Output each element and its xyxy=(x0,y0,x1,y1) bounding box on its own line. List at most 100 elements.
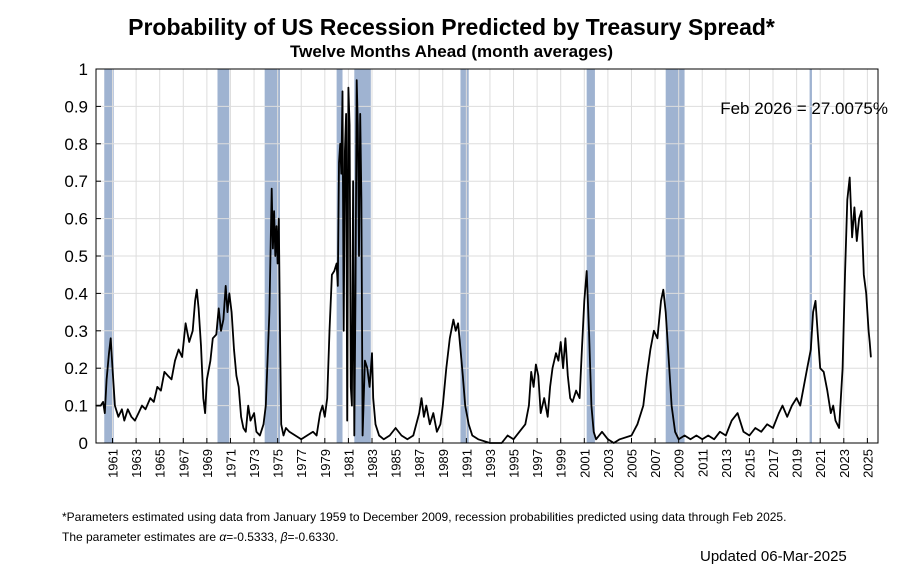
series-line-recession-probability xyxy=(96,79,872,444)
data-point xyxy=(349,124,351,126)
data-point xyxy=(346,420,348,422)
data-point xyxy=(560,341,562,343)
data-point xyxy=(144,408,147,410)
data-point xyxy=(253,412,255,414)
data-point xyxy=(689,438,692,440)
data-point xyxy=(477,438,479,440)
data-point xyxy=(324,416,326,418)
data-point xyxy=(374,423,377,425)
data-point xyxy=(535,363,537,366)
data-point xyxy=(870,356,872,358)
x-tick-label: 2009 xyxy=(672,449,687,478)
data-point xyxy=(468,423,470,425)
data-point xyxy=(423,416,425,418)
y-tick-label: 0.6 xyxy=(64,210,88,229)
x-tick-label: 1963 xyxy=(129,449,144,478)
x-tick-label: 1971 xyxy=(223,449,238,478)
data-point xyxy=(156,386,158,388)
data-point xyxy=(575,390,577,392)
data-point xyxy=(331,274,333,276)
x-tick-label: 2015 xyxy=(742,449,757,478)
data-point xyxy=(339,143,341,145)
data-point xyxy=(583,300,585,302)
data-point xyxy=(462,375,464,377)
data-point xyxy=(707,434,709,437)
data-point xyxy=(436,431,438,433)
data-point xyxy=(279,330,281,332)
data-point xyxy=(442,405,444,407)
data-point xyxy=(240,416,242,418)
data-point xyxy=(104,412,106,414)
data-point xyxy=(533,386,535,388)
data-point xyxy=(649,348,652,351)
data-point xyxy=(242,427,244,429)
data-point xyxy=(786,416,788,418)
data-point xyxy=(265,405,267,407)
data-point xyxy=(567,375,569,377)
y-axis: 0 0.1 0.2 0.3 0.4 0.5 0.6 0.7 0.8 0.9 1 xyxy=(64,60,101,453)
data-point xyxy=(619,438,621,440)
data-point xyxy=(280,423,282,425)
data-point xyxy=(249,420,252,422)
data-point xyxy=(425,405,427,407)
data-point xyxy=(247,405,249,407)
data-point xyxy=(354,292,357,294)
data-point xyxy=(369,386,371,388)
data-point xyxy=(547,416,549,418)
y-tick-label: 0.7 xyxy=(64,172,88,191)
data-point xyxy=(255,431,257,433)
data-point xyxy=(860,210,863,212)
x-tick-label: 1993 xyxy=(483,449,498,478)
data-point xyxy=(630,434,633,437)
data-point xyxy=(642,405,644,407)
data-point xyxy=(731,420,733,422)
x-axis: 1961 1963 1965 1967 1969 1971 1973 1975 1977 1979… xyxy=(106,438,875,478)
data-point xyxy=(865,292,867,294)
data-point xyxy=(130,416,132,418)
data-point xyxy=(586,270,588,272)
data-point xyxy=(636,423,639,425)
data-point xyxy=(551,367,554,369)
y-tick-label: 0.8 xyxy=(64,135,88,154)
data-point xyxy=(656,337,659,339)
data-point xyxy=(869,341,871,343)
data-point xyxy=(555,352,557,354)
data-point xyxy=(455,330,457,332)
x-tick-label: 2007 xyxy=(648,449,663,478)
x-tick-label: 2025 xyxy=(860,449,875,478)
data-point xyxy=(222,319,224,321)
data-point xyxy=(725,434,727,437)
data-point xyxy=(285,427,287,429)
beta-symbol: β xyxy=(280,530,288,544)
data-point xyxy=(400,434,403,437)
data-point xyxy=(713,438,715,440)
data-point xyxy=(117,416,119,418)
data-point xyxy=(791,405,793,407)
data-point xyxy=(445,367,447,369)
data-point xyxy=(178,348,180,351)
data-point xyxy=(188,341,190,343)
x-tick-label: 2023 xyxy=(837,449,852,478)
chart-title: Probability of US Recession Predicted by… xyxy=(128,14,775,40)
x-tick-label: 1983 xyxy=(365,449,380,478)
data-point xyxy=(220,330,222,332)
data-point xyxy=(278,218,280,220)
data-point xyxy=(275,225,278,227)
data-point xyxy=(338,161,340,164)
data-point xyxy=(198,307,200,309)
x-tick-label: 2021 xyxy=(813,449,828,478)
x-tick-label: 1975 xyxy=(271,449,286,478)
data-point xyxy=(200,345,202,347)
data-point xyxy=(328,330,331,332)
data-point xyxy=(102,401,104,403)
data-point xyxy=(341,90,344,92)
data-point xyxy=(306,434,308,437)
data-point xyxy=(170,378,173,380)
data-point xyxy=(134,420,136,422)
data-point xyxy=(856,240,858,242)
series-layer xyxy=(95,79,872,444)
data-point xyxy=(273,210,275,212)
x-tick-label: 2011 xyxy=(695,449,710,477)
data-point xyxy=(830,412,832,414)
y-tick-label: 0.2 xyxy=(64,359,88,378)
